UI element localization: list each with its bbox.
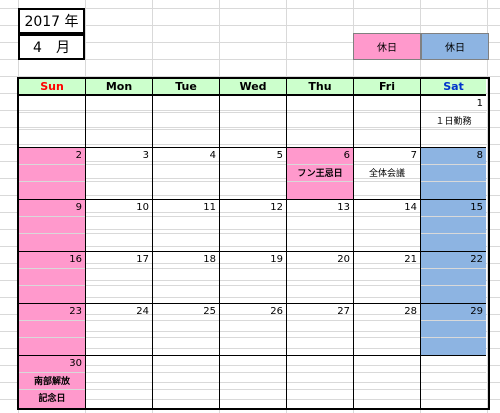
calendar-day-cell[interactable] [287, 96, 354, 148]
day-number: 27 [337, 306, 350, 317]
day-number: 6 [343, 150, 350, 161]
calendar-day-cell[interactable]: 3 [86, 148, 153, 200]
legend-saturday-holiday-label: 休日 [445, 43, 465, 54]
calendar-day-cell[interactable]: 25 [153, 304, 220, 356]
calendar-day-cell[interactable]: 24 [86, 304, 153, 356]
calendar-day-cell[interactable] [153, 356, 220, 408]
day-number: 25 [203, 306, 216, 317]
day-number: 24 [136, 306, 149, 317]
calendar-day-cell[interactable]: 13 [287, 200, 354, 252]
calendar-day-cell[interactable]: 27 [287, 304, 354, 356]
day-number: 21 [404, 254, 417, 265]
calendar-day-cell[interactable]: 10 [86, 200, 153, 252]
day-number: 12 [270, 202, 283, 213]
calendar-day-cell[interactable] [153, 96, 220, 148]
calendar-day-cell[interactable]: 30 南部解放 記念日 [19, 356, 86, 408]
day-number: 2 [75, 150, 82, 161]
calendar-day-cell[interactable]: 26 [220, 304, 287, 356]
month-label: 4 月 [33, 40, 70, 56]
month-cell[interactable]: 4 月 [18, 34, 85, 60]
calendar-day-cell[interactable]: 18 [153, 252, 220, 304]
day-number: 3 [142, 150, 149, 161]
day-number: 30 [69, 358, 82, 369]
legend-sunday-holiday-label: 休日 [377, 43, 397, 54]
day-number: 5 [276, 150, 283, 161]
calendar-day-cell[interactable]: 2 [19, 148, 86, 200]
calendar-grid: Sun Mon Tue Wed Thu Fri Sat 1 １日勤務 2 3 4 5 6 フン… [17, 77, 490, 410]
calendar-day-cell[interactable]: 17 [86, 252, 153, 304]
day-number: 14 [404, 202, 417, 213]
calendar-day-cell[interactable] [19, 96, 86, 148]
calendar-day-cell[interactable]: 4 [153, 148, 220, 200]
legend-saturday-holiday[interactable]: 休日 [421, 33, 489, 60]
calendar-day-cell[interactable]: 12 [220, 200, 287, 252]
calendar-day-cell[interactable]: 28 [354, 304, 421, 356]
weekday-header-tue[interactable]: Tue [153, 79, 220, 96]
day-note: １日勤務 [435, 117, 472, 127]
day-note: フン王忌日 [297, 169, 343, 179]
day-note: 全体会議 [368, 169, 405, 179]
calendar-day-cell[interactable]: 22 [421, 252, 486, 304]
day-number: 15 [470, 202, 483, 213]
calendar-day-cell[interactable] [421, 356, 486, 408]
day-number: 22 [470, 254, 483, 265]
calendar-day-cell[interactable]: 16 [19, 252, 86, 304]
calendar-day-cell[interactable] [354, 96, 421, 148]
calendar-day-cell[interactable]: 21 [354, 252, 421, 304]
day-number: 26 [270, 306, 283, 317]
calendar-day-cell[interactable] [287, 356, 354, 408]
legend-sunday-holiday[interactable]: 休日 [353, 33, 421, 60]
day-number: 29 [470, 306, 483, 317]
day-number: 28 [404, 306, 417, 317]
calendar-day-cell[interactable]: 5 [220, 148, 287, 200]
day-number: 16 [69, 254, 82, 265]
calendar-day-cell[interactable] [220, 356, 287, 408]
day-number: 23 [69, 306, 82, 317]
calendar-day-cell[interactable] [86, 96, 153, 148]
calendar-day-cell[interactable]: 15 [421, 200, 486, 252]
day-number: 18 [203, 254, 216, 265]
day-number: 4 [209, 150, 216, 161]
year-cell[interactable]: 2017 年 [18, 8, 85, 34]
calendar-day-cell[interactable]: 1 １日勤務 [421, 96, 486, 148]
weekday-header-wed[interactable]: Wed [220, 79, 287, 96]
year-label: 2017 年 [24, 14, 79, 30]
calendar-day-cell[interactable] [354, 356, 421, 408]
day-number: 13 [337, 202, 350, 213]
calendar-day-cell[interactable]: 29 [421, 304, 486, 356]
day-number: 20 [337, 254, 350, 265]
day-number: 1 [476, 98, 483, 109]
day-note: 南部解放 記念日 [33, 377, 70, 404]
day-number: 7 [410, 150, 417, 161]
day-number: 19 [270, 254, 283, 265]
calendar-day-cell[interactable]: 20 [287, 252, 354, 304]
calendar-day-cell[interactable]: 23 [19, 304, 86, 356]
day-number: 17 [136, 254, 149, 265]
weekday-header-mon[interactable]: Mon [86, 79, 153, 96]
calendar-day-cell[interactable]: 11 [153, 200, 220, 252]
calendar-day-cell[interactable] [86, 356, 153, 408]
calendar-day-cell[interactable]: 9 [19, 200, 86, 252]
calendar-day-cell[interactable]: 8 [421, 148, 486, 200]
day-number: 9 [75, 202, 82, 213]
calendar-day-cell[interactable]: 7 全体会議 [354, 148, 421, 200]
weekday-header-sun[interactable]: Sun [19, 79, 86, 96]
calendar-day-cell[interactable] [220, 96, 287, 148]
weekday-header-sat[interactable]: Sat [421, 79, 486, 96]
calendar-day-cell[interactable]: 19 [220, 252, 287, 304]
calendar-day-cell[interactable]: 14 [354, 200, 421, 252]
calendar-day-cell[interactable]: 6 フン王忌日 [287, 148, 354, 200]
day-number: 8 [476, 150, 483, 161]
day-number: 10 [136, 202, 149, 213]
day-number: 11 [203, 202, 216, 213]
weekday-header-thu[interactable]: Thu [287, 79, 354, 96]
weekday-header-fri[interactable]: Fri [354, 79, 421, 96]
